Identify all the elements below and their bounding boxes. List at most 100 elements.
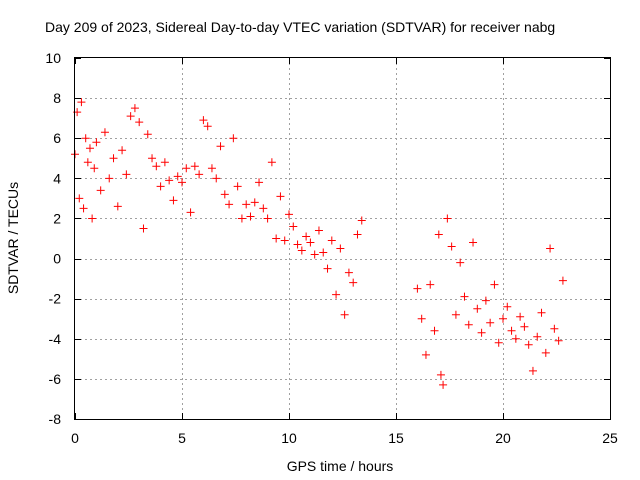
y-tick-label: -2	[49, 291, 62, 307]
data-point	[302, 232, 311, 241]
data-point	[113, 202, 122, 211]
data-point	[516, 312, 525, 321]
data-point	[436, 370, 445, 379]
data-point	[464, 320, 473, 329]
data-point	[92, 138, 101, 147]
data-point	[439, 380, 448, 389]
data-point	[499, 314, 507, 323]
y-tick-label: 4	[53, 170, 61, 186]
data-point	[473, 304, 482, 313]
data-point	[100, 128, 109, 137]
data-point	[195, 170, 204, 179]
data-point	[319, 248, 328, 257]
data-point	[122, 170, 131, 179]
y-tick-label: 2	[53, 210, 61, 226]
y-axis-label: SDTVAR / TECUs	[5, 182, 21, 294]
data-point	[75, 194, 84, 203]
data-point	[443, 214, 452, 223]
y-tick-label: -6	[49, 371, 62, 387]
data-point	[314, 226, 323, 235]
data-point	[310, 250, 319, 259]
data-point	[130, 104, 139, 113]
data-point	[494, 338, 503, 347]
data-point	[511, 334, 520, 343]
x-axis-label: GPS time / hours	[287, 458, 394, 474]
data-point	[550, 324, 559, 333]
data-point	[426, 280, 435, 289]
data-point	[135, 118, 144, 127]
data-point	[246, 212, 255, 221]
data-point	[233, 182, 242, 191]
x-tick-label: 15	[388, 430, 404, 446]
data-point	[165, 176, 174, 185]
data-point	[541, 348, 550, 357]
data-point	[353, 230, 362, 239]
data-point	[285, 210, 293, 219]
data-point	[293, 240, 302, 249]
data-point	[216, 142, 225, 151]
data-point	[173, 172, 182, 181]
data-point	[160, 158, 169, 167]
data-point	[126, 112, 135, 121]
data-point	[323, 264, 332, 273]
data-point	[267, 158, 276, 167]
data-point	[169, 196, 178, 205]
data-point	[460, 292, 469, 301]
tick-labels: 0 5 10 15 20 25 -8 -6 -4 -2 0 2 4 6 8 10	[45, 50, 618, 446]
data-point	[306, 238, 315, 247]
data-point	[336, 244, 345, 253]
data-point	[190, 162, 199, 171]
data-point	[242, 200, 251, 209]
data-point	[520, 322, 529, 331]
data-point	[507, 326, 516, 335]
x-tick-label: 20	[495, 430, 511, 446]
data-point	[237, 214, 246, 223]
data-point	[152, 162, 161, 171]
data-point	[524, 340, 533, 349]
data-point	[250, 198, 259, 207]
data-point	[477, 328, 486, 337]
data-point	[297, 246, 306, 255]
data-point	[332, 290, 341, 299]
y-tick-label: 8	[53, 90, 61, 106]
data-point	[207, 164, 216, 173]
data-point	[528, 366, 537, 375]
data-point	[421, 350, 430, 359]
data-point	[88, 214, 97, 223]
data-point	[263, 214, 272, 223]
data-point	[139, 224, 148, 233]
y-tick-label: 10	[45, 50, 61, 66]
data-point	[85, 144, 94, 153]
data-point	[340, 310, 349, 319]
data-point	[558, 276, 567, 285]
y-tick-label: -4	[49, 331, 62, 347]
data-point	[272, 234, 281, 243]
data-point	[280, 236, 289, 245]
data-series-sdtvar	[71, 98, 567, 389]
data-point	[118, 146, 127, 155]
data-point	[490, 280, 499, 289]
data-point	[447, 242, 456, 251]
data-point	[212, 174, 221, 183]
data-point	[413, 284, 422, 293]
data-point	[199, 116, 208, 125]
data-point	[178, 178, 186, 187]
data-point	[90, 164, 99, 173]
data-point	[148, 154, 157, 163]
data-point	[486, 318, 495, 327]
data-point	[451, 310, 460, 319]
data-point	[229, 134, 238, 143]
data-point	[105, 174, 114, 183]
data-point	[503, 302, 512, 311]
x-tick-label: 0	[71, 430, 79, 446]
y-tick-label: 6	[53, 130, 61, 146]
data-point	[225, 200, 234, 209]
data-point	[96, 186, 105, 195]
axis-ticks	[75, 58, 611, 420]
data-point	[203, 122, 212, 131]
data-point	[469, 238, 478, 247]
data-point	[186, 208, 195, 217]
data-point	[220, 190, 229, 199]
data-point	[81, 134, 90, 143]
